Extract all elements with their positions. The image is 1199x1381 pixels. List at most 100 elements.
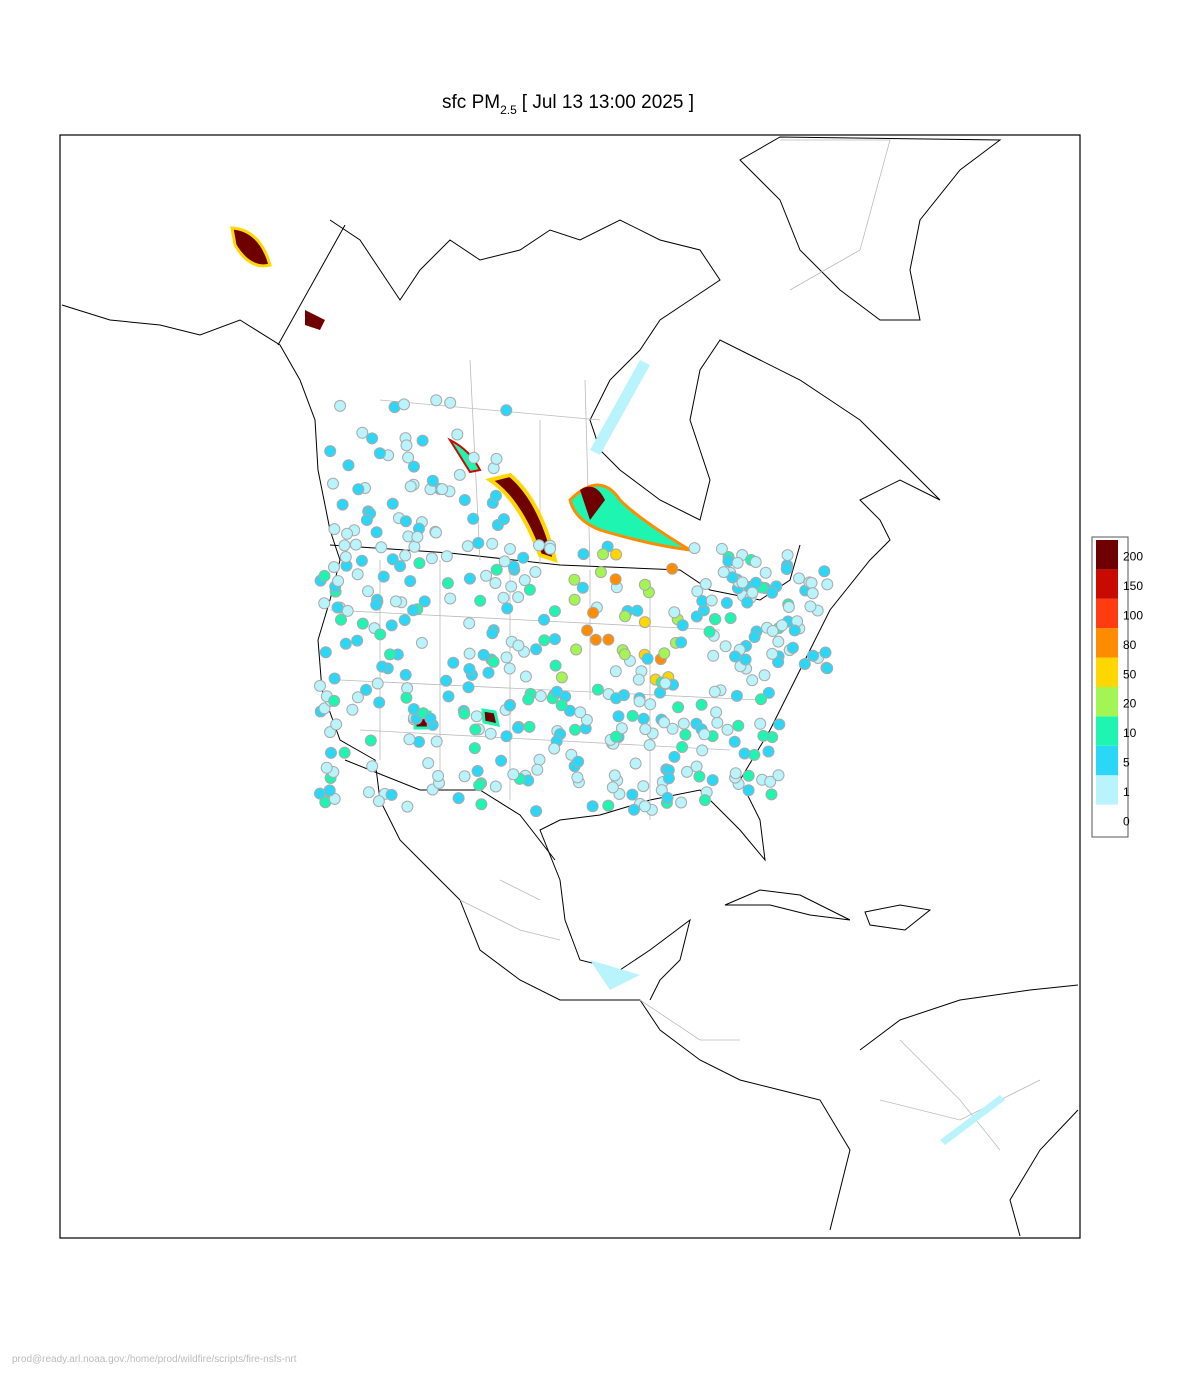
station-dot xyxy=(533,753,546,766)
station-dot xyxy=(440,674,453,687)
station-dot xyxy=(375,541,388,554)
station-dot xyxy=(602,799,615,812)
station-dot xyxy=(327,477,339,490)
station-dot xyxy=(571,771,584,784)
station-dot xyxy=(708,685,721,698)
coastline xyxy=(61,304,851,1231)
colorbar-swatch xyxy=(1096,804,1118,834)
station-dot xyxy=(626,788,639,801)
title-time: [ Jul 13 13:00 2025 ] xyxy=(522,92,694,113)
station-dot xyxy=(574,706,587,719)
station-dot xyxy=(360,514,373,526)
colorbar-swatch xyxy=(1096,569,1118,599)
station-dot xyxy=(399,668,412,681)
station-dot xyxy=(523,583,536,596)
station-dot xyxy=(638,800,651,813)
station-dot xyxy=(628,803,640,816)
station-dot xyxy=(615,722,628,735)
station-dot xyxy=(738,747,751,760)
station-dot xyxy=(639,723,652,736)
station-dot xyxy=(330,718,343,731)
station-dot xyxy=(503,699,516,712)
colorbar-label: 80 xyxy=(1123,638,1137,652)
station-dot xyxy=(806,587,819,600)
station-dot xyxy=(764,775,777,788)
station-dot xyxy=(668,750,681,763)
station-dot xyxy=(338,539,351,552)
station-dot xyxy=(788,624,801,637)
station-dot xyxy=(356,426,369,439)
station-dot xyxy=(319,646,332,659)
station-dot xyxy=(399,515,412,528)
station-dot xyxy=(472,537,485,549)
station-dot xyxy=(746,586,759,599)
station-dot xyxy=(489,577,502,589)
station-dot xyxy=(531,763,544,776)
title: sfc PM2.5 [ Jul 13 13:00 2025 ] xyxy=(442,92,694,117)
station-dot xyxy=(453,468,466,481)
station-dot xyxy=(587,606,600,619)
station-dot xyxy=(371,677,384,690)
station-dot xyxy=(717,566,730,579)
station-dot xyxy=(458,494,471,506)
station-dot xyxy=(462,681,475,694)
station-dot xyxy=(798,658,811,670)
colorbar-label: 100 xyxy=(1123,609,1143,623)
station-dot xyxy=(364,734,377,747)
station-dot xyxy=(403,733,416,746)
station-dot xyxy=(572,755,585,768)
station-dot xyxy=(497,513,510,526)
station-dot xyxy=(602,633,615,646)
station-dot xyxy=(430,394,443,407)
station-dot xyxy=(762,686,775,699)
station-dot xyxy=(335,613,347,626)
station-dot xyxy=(407,604,420,617)
station-dot xyxy=(470,710,483,723)
station-dot xyxy=(662,772,675,785)
station-dot xyxy=(638,616,651,629)
colorbar-label: 1 xyxy=(1123,785,1130,799)
station-dot xyxy=(609,665,622,678)
station-dot xyxy=(548,605,561,618)
colorbar-label: 200 xyxy=(1123,550,1143,564)
station-dot xyxy=(749,556,762,568)
station-dot xyxy=(519,670,532,683)
station-dot xyxy=(758,669,771,682)
station-dot xyxy=(589,633,602,646)
coastline xyxy=(329,219,941,881)
station-dot xyxy=(724,612,737,625)
station-dot xyxy=(766,647,779,660)
station-dot xyxy=(580,713,593,726)
station-dot xyxy=(703,625,716,638)
station-dot xyxy=(418,595,431,608)
station-dot xyxy=(629,757,642,770)
station-dot xyxy=(638,578,651,591)
station-dot xyxy=(677,717,690,730)
station-dot xyxy=(637,780,650,793)
colorbar-label: 10 xyxy=(1123,726,1137,740)
station-dot xyxy=(463,663,476,675)
station-dot xyxy=(538,613,550,626)
station-dot xyxy=(705,594,718,607)
station-dot xyxy=(318,569,331,582)
station-dot xyxy=(334,399,347,412)
station-dot xyxy=(451,428,464,441)
station-dot xyxy=(386,553,399,566)
station-dot xyxy=(484,727,497,740)
station-dot xyxy=(658,716,671,729)
station-dot xyxy=(805,576,818,589)
station-dot xyxy=(487,655,500,668)
station-dot xyxy=(549,659,562,672)
station-dot xyxy=(550,685,563,698)
station-dot xyxy=(400,439,413,452)
station-dot xyxy=(690,610,703,623)
station-dot xyxy=(500,651,513,664)
station-dot xyxy=(609,573,622,586)
station-dot xyxy=(490,489,502,502)
station-dot xyxy=(555,671,568,684)
station-dot xyxy=(804,600,817,613)
station-dot xyxy=(404,480,417,493)
station-dot xyxy=(328,672,341,685)
station-dot xyxy=(376,660,389,673)
station-dot xyxy=(331,601,344,614)
